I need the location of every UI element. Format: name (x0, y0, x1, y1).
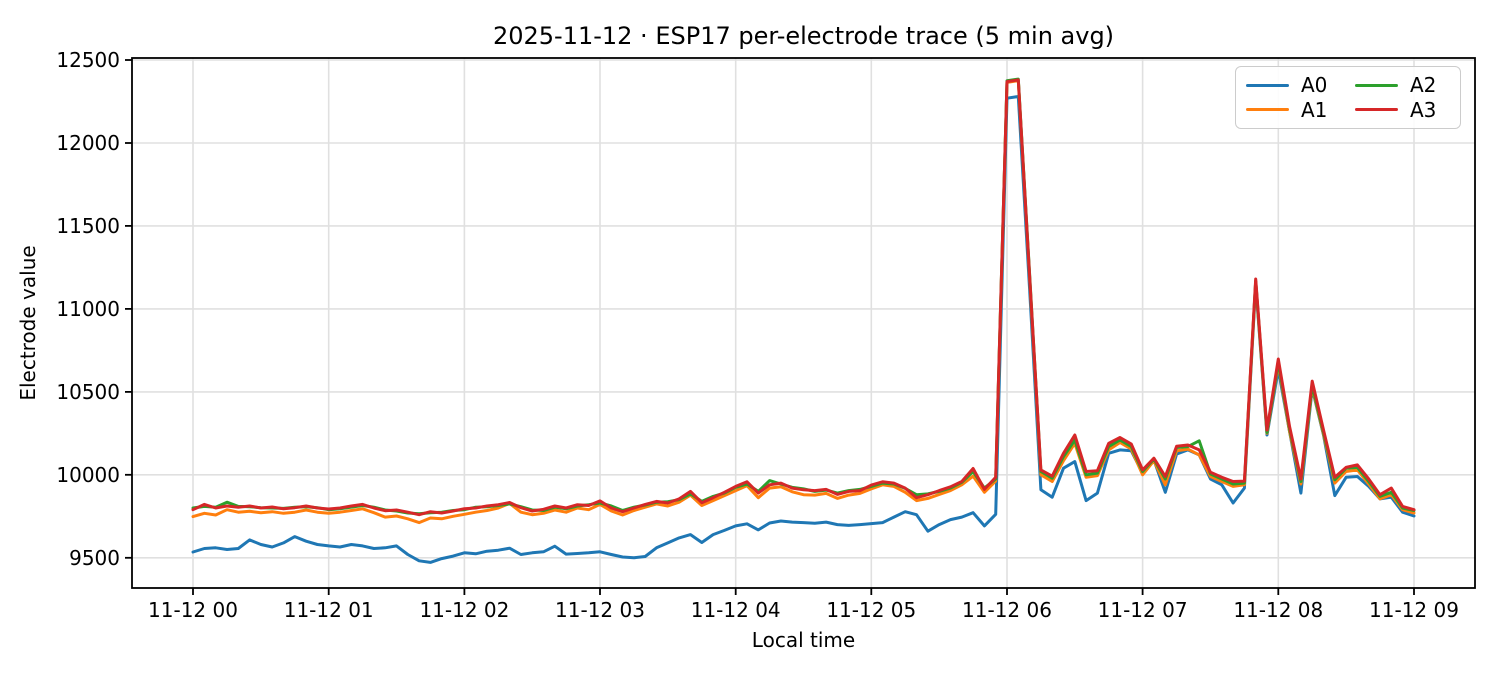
y-tick-label: 11000 (56, 297, 120, 321)
series-line-A3 (191, 78, 1416, 517)
y-tick-label: 9500 (69, 546, 120, 570)
legend-label-A0: A0 (1301, 73, 1328, 98)
legend-item-A1: A1 (1246, 100, 1341, 120)
y-tick-label: 11500 (56, 214, 120, 238)
legend-label-A2: A2 (1410, 73, 1437, 98)
x-tick-label: 11-12 06 (962, 598, 1052, 622)
x-tick-label: 11-12 03 (555, 598, 645, 622)
legend-swatch-A0 (1246, 83, 1289, 87)
legend-swatch-A1 (1246, 108, 1289, 112)
legend-label-A3: A3 (1410, 97, 1437, 122)
x-axis-label: Local time (751, 628, 856, 652)
series-line-A2 (191, 77, 1416, 516)
x-tick-label: 11-12 01 (284, 598, 374, 622)
legend-item-A2: A2 (1355, 75, 1450, 95)
series-line-A1 (191, 79, 1416, 525)
y-tick-label: 10500 (56, 380, 120, 404)
legend-label-A1: A1 (1301, 97, 1328, 122)
x-tick-label: 11-12 04 (691, 598, 781, 622)
x-tick-label: 11-12 08 (1233, 598, 1323, 622)
y-tick-label: 10000 (56, 463, 120, 487)
y-ticks: 9500 10000 10500 11000 11500 12000 12500 (56, 48, 132, 570)
chart-title: 2025-11-12 · ESP17 per-electrode trace (… (492, 22, 1115, 50)
x-tick-label: 11-12 00 (148, 598, 238, 622)
legend: A0 A1 A2 A3 (1235, 66, 1461, 129)
y-tick-label: 12000 (56, 131, 120, 155)
x-tick-label: 11-12 05 (826, 598, 916, 622)
y-tick-label: 12500 (56, 48, 120, 72)
legend-swatch-A3 (1355, 108, 1398, 112)
x-ticks: 11-12 00 11-12 01 11-12 02 11-12 03 11-12 04… (148, 588, 1459, 622)
legend-item-A3: A3 (1355, 100, 1450, 120)
gridlines (132, 58, 1475, 588)
x-tick-label: 11-12 07 (1098, 598, 1188, 622)
legend-item-A0: A0 (1246, 75, 1341, 95)
x-tick-label: 11-12 09 (1369, 598, 1459, 622)
series-line-A0 (191, 95, 1416, 564)
series-lines (191, 77, 1416, 564)
legend-swatch-A2 (1355, 83, 1398, 87)
plot-border (131, 57, 1476, 589)
x-tick-label: 11-12 02 (419, 598, 509, 622)
